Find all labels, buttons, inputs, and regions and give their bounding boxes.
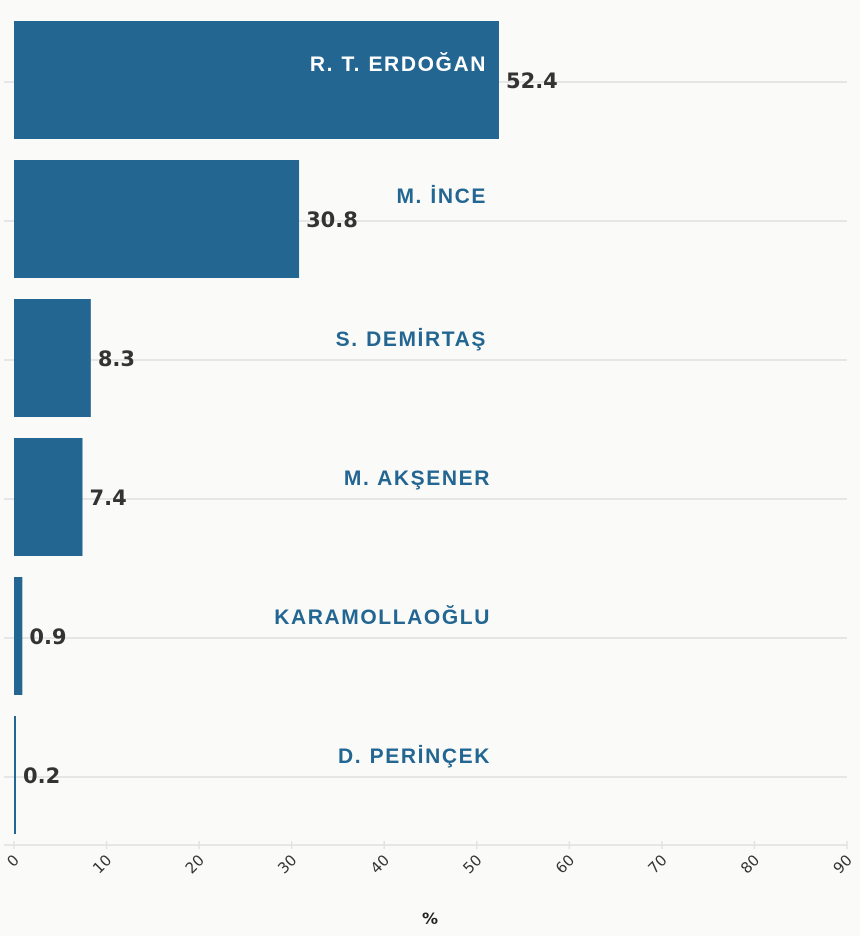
category-label: M. İNCE — [396, 185, 487, 208]
bar — [14, 21, 499, 139]
x-tick-label: 70 — [644, 851, 670, 877]
category-label: M. AKŞENER — [344, 467, 491, 490]
x-tick-label: 50 — [459, 851, 485, 877]
x-tick-label: 10 — [89, 851, 115, 877]
bar — [14, 299, 91, 417]
x-tick-label: 20 — [182, 851, 208, 877]
value-label: 0.9 — [29, 625, 66, 649]
x-axis: 0 10 20 30 40 50 60 70 80 90 — [3, 841, 856, 877]
value-label: 30.8 — [306, 208, 358, 232]
x-tick-label: 60 — [552, 851, 578, 877]
value-label: 7.4 — [89, 486, 126, 510]
x-tick-label: 80 — [737, 851, 763, 877]
x-tick-label: 0 — [3, 851, 22, 870]
category-label: KARAMOLLAOĞLU — [274, 605, 491, 629]
value-label: 52.4 — [506, 69, 558, 93]
bar — [14, 438, 83, 556]
x-tick-label: 90 — [830, 851, 856, 877]
bars: 52.4 R. T. ERDOĞAN 30.8 M. İNCE 8.3 S. DEMİRT… — [14, 21, 558, 834]
bar — [14, 577, 23, 695]
category-label: S. DEMİRTAŞ — [336, 328, 487, 351]
category-label: D. PERİNÇEK — [338, 745, 491, 768]
x-tick-label: 40 — [367, 851, 393, 877]
bar — [14, 160, 300, 278]
x-axis-title: % — [422, 909, 438, 928]
x-tick-label: 30 — [274, 851, 300, 877]
bar — [14, 716, 16, 834]
value-label: 0.2 — [23, 764, 60, 788]
category-label: R. T. ERDOĞAN — [310, 52, 487, 76]
value-label: 8.3 — [98, 347, 135, 371]
